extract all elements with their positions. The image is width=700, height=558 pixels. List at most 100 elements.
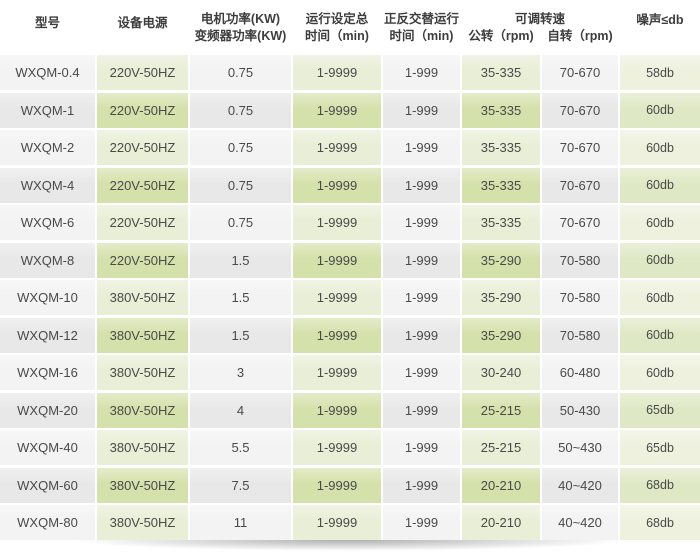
spec-value-cell: 0.75 [190, 130, 291, 165]
spec-value-cell: 35-335 [462, 205, 540, 240]
spec-value-cell: 25-215 [462, 392, 540, 428]
header-adjustable-speed: 可调转速 [514, 12, 565, 27]
spec-value-cell: 1.5 [190, 317, 291, 353]
model-cell: WXQM-20 [0, 392, 95, 428]
spec-value-cell: 1-9999 [293, 242, 381, 278]
spec-value-cell: 220V-50HZ [97, 55, 188, 90]
table-header: 型号 设备电源 电机功率(KW) 变频器功率(KW) 运行设定总 时间（min)… [0, 0, 700, 55]
spec-value-cell: 1-9999 [293, 430, 381, 465]
spec-value-cell: 1-999 [383, 205, 460, 240]
spec-value-cell: 70-580 [542, 242, 618, 278]
spec-value-cell: 70-580 [542, 317, 618, 353]
spec-value-cell: 1-999 [383, 167, 460, 203]
spec-value-cell: 30-240 [462, 355, 540, 390]
spec-value-cell: 35-290 [462, 242, 540, 278]
spec-value-cell: 380V-50HZ [97, 355, 188, 390]
spec-value-cell: 0.75 [190, 92, 291, 128]
header-model: 型号 [34, 16, 60, 31]
spec-value-cell: 60db [620, 317, 700, 353]
model-cell: WXQM-2 [0, 130, 95, 165]
spec-value-cell: 1-999 [383, 467, 460, 503]
header-power-supply: 设备电源 [117, 16, 168, 31]
table-bottom-shadow [10, 540, 690, 554]
table-body: WXQM-0.4 220V-50HZ 0.75 1-9999 1-999 35-335 70… [0, 55, 700, 540]
header-alternating-run-line1: 正反交替运行 [383, 12, 459, 27]
spec-value-cell: 1-9999 [293, 355, 381, 390]
header-run-time: 运行设定总 时间（min) [293, 11, 381, 44]
spec-value-cell: 0.75 [190, 55, 291, 90]
spec-value-cell: 5.5 [190, 430, 291, 465]
header-motor-power-line1: 电机功率(KW) [200, 12, 281, 27]
spec-value-cell: 1-9999 [293, 167, 381, 203]
spec-value-cell: 380V-50HZ [97, 317, 188, 353]
spec-value-cell: 7.5 [190, 467, 291, 503]
spec-value-cell: 70-670 [542, 205, 618, 240]
spec-table: 型号 设备电源 电机功率(KW) 变频器功率(KW) 运行设定总 时间（min)… [0, 0, 700, 540]
spec-value-cell: 35-335 [462, 130, 540, 165]
spec-value-cell: 1-9999 [293, 130, 381, 165]
spec-value-cell: 40~420 [542, 467, 618, 503]
model-cell: WXQM-4 [0, 167, 95, 203]
model-cell: WXQM-60 [0, 467, 95, 503]
spec-value-cell: 1-999 [383, 392, 460, 428]
spec-value-cell: 1-999 [383, 130, 460, 165]
header-alternating-run-line2: 时间（min) [389, 28, 454, 43]
spec-value-cell: 35-290 [462, 280, 540, 315]
header-revolution-speed: 公转（rpm) [468, 28, 534, 43]
header-motor-power: 电机功率(KW) 变频器功率(KW) [190, 11, 291, 44]
header-alternating-run: 正反交替运行 时间（min) [383, 11, 460, 44]
spec-value-cell: 65db [620, 392, 700, 428]
spec-value-cell: 35-335 [462, 167, 540, 203]
spec-value-cell: 1-9999 [293, 92, 381, 128]
spec-value-cell: 70-670 [542, 130, 618, 165]
spec-value-cell: 50-430 [542, 392, 618, 428]
spec-value-cell: 50~430 [542, 430, 618, 465]
spec-value-cell: 380V-50HZ [97, 280, 188, 315]
spec-value-cell: 1-9999 [293, 55, 381, 90]
spec-value-cell: 220V-50HZ [97, 167, 188, 203]
model-cell: WXQM-80 [0, 505, 95, 540]
spec-value-cell: 380V-50HZ [97, 430, 188, 465]
spec-value-cell: 60db [620, 167, 700, 203]
spec-value-cell: 4 [190, 392, 291, 428]
spec-value-cell: 0.75 [190, 205, 291, 240]
spec-value-cell: 380V-50HZ [97, 467, 188, 503]
spec-value-cell: 1-9999 [293, 505, 381, 540]
spec-value-cell: 40~420 [542, 505, 618, 540]
spec-value-cell: 58db [620, 55, 700, 90]
spec-value-cell: 20-210 [462, 505, 540, 540]
header-run-time-line2: 时间（min) [305, 28, 369, 43]
model-cell: WXQM-40 [0, 430, 95, 465]
header-noise: 噪声≤db [636, 13, 684, 28]
spec-value-cell: 1-9999 [293, 280, 381, 315]
spec-value-cell: 1-999 [383, 355, 460, 390]
spec-value-cell: 60db [620, 205, 700, 240]
spec-value-cell: 70-670 [542, 55, 618, 90]
spec-value-cell: 60db [620, 92, 700, 128]
spec-value-cell: 1-999 [383, 280, 460, 315]
spec-value-cell: 1-999 [383, 317, 460, 353]
model-cell: WXQM-6 [0, 205, 95, 240]
spec-value-cell: 35-335 [462, 92, 540, 128]
spec-value-cell: 380V-50HZ [97, 392, 188, 428]
spec-value-cell: 1-999 [383, 505, 460, 540]
model-cell: WXQM-16 [0, 355, 95, 390]
spec-value-cell: 1-999 [383, 92, 460, 128]
header-run-time-line1: 运行设定总 [305, 12, 369, 27]
spec-value-cell: 70-670 [542, 167, 618, 203]
spec-value-cell: 1-9999 [293, 205, 381, 240]
spec-value-cell: 380V-50HZ [97, 505, 188, 540]
spec-value-cell: 68db [620, 505, 700, 540]
spec-value-cell: 1-999 [383, 55, 460, 90]
spec-value-cell: 25-215 [462, 430, 540, 465]
header-motor-power-line2: 变频器功率(KW) [194, 28, 287, 43]
header-rotation-speed: 自转（rpm) [547, 28, 613, 43]
spec-value-cell: 1-9999 [293, 467, 381, 503]
spec-value-cell: 70-670 [542, 92, 618, 128]
header-adjustable-speed-group: 可调转速 公转（rpm) 自转（rpm) [462, 11, 618, 44]
spec-value-cell: 20-210 [462, 467, 540, 503]
spec-value-cell: 1-999 [383, 242, 460, 278]
spec-value-cell: 60db [620, 242, 700, 278]
model-cell: WXQM-0.4 [0, 55, 95, 90]
